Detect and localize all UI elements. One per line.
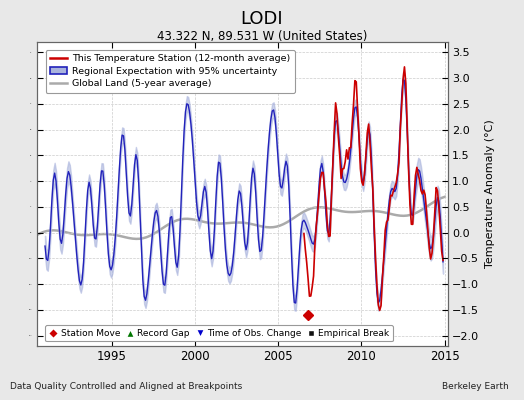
Text: LODI: LODI — [241, 10, 283, 28]
Text: Data Quality Controlled and Aligned at Breakpoints: Data Quality Controlled and Aligned at B… — [10, 382, 243, 391]
Text: Berkeley Earth: Berkeley Earth — [442, 382, 508, 391]
Y-axis label: Temperature Anomaly (°C): Temperature Anomaly (°C) — [485, 120, 495, 268]
Text: 43.322 N, 89.531 W (United States): 43.322 N, 89.531 W (United States) — [157, 30, 367, 43]
Legend: Station Move, Record Gap, Time of Obs. Change, Empirical Break: Station Move, Record Gap, Time of Obs. C… — [45, 325, 393, 342]
